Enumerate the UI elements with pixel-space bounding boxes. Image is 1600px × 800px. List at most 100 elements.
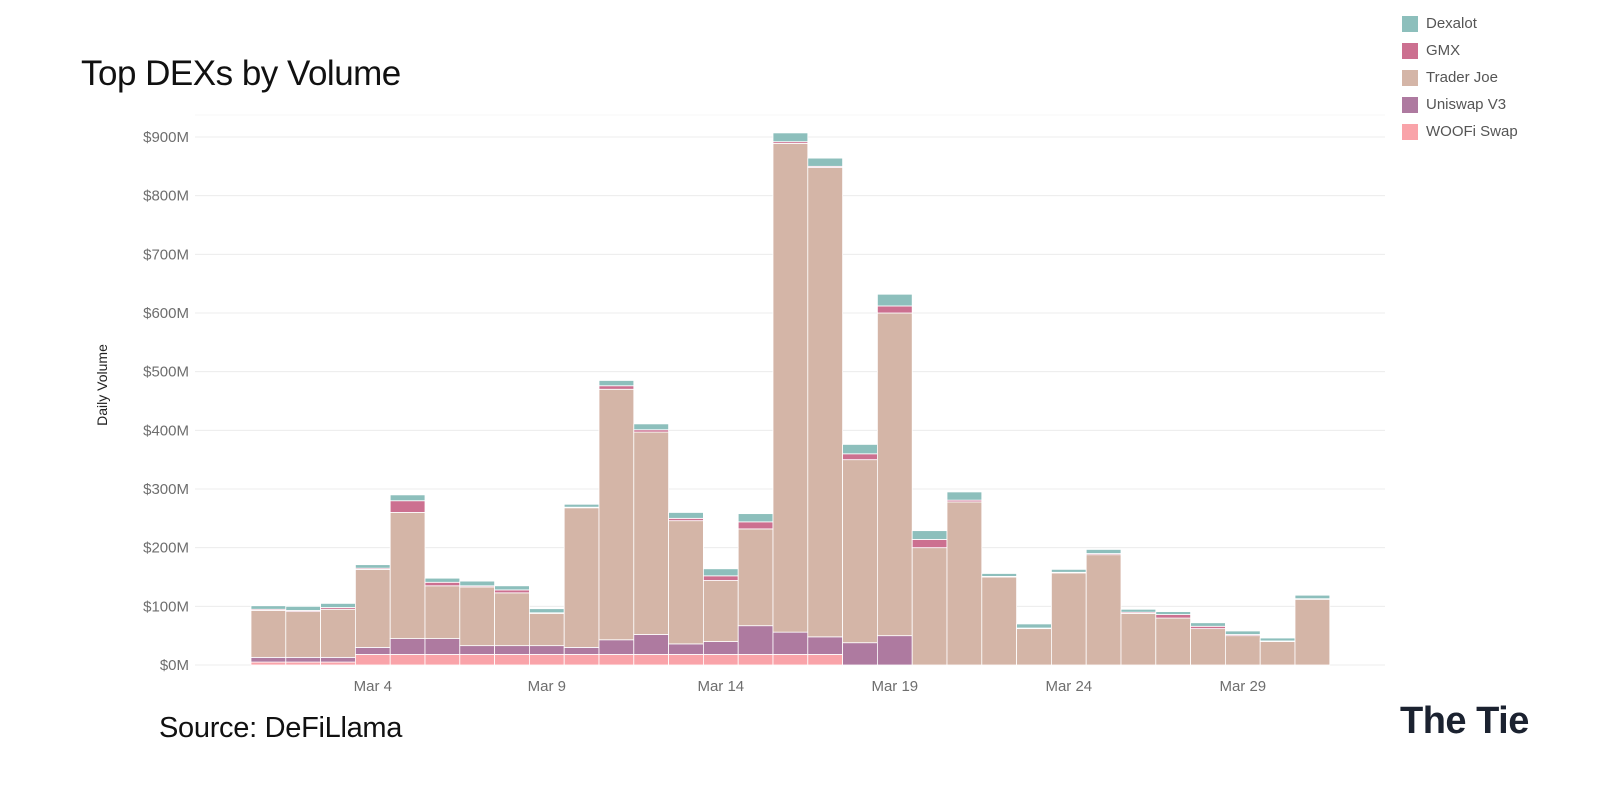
bar-segment: [842, 642, 878, 666]
bar-segment: [389, 494, 426, 502]
bar-segment: [354, 647, 391, 655]
bar-segment: [772, 132, 809, 143]
bar-segment: [320, 661, 356, 666]
bar-segment: [598, 380, 635, 387]
bar-segment: [563, 507, 600, 648]
bar-segment: [1259, 641, 1296, 666]
bar-segment: [389, 638, 426, 655]
bar-segment: [737, 521, 774, 530]
x-tick-label: Mar 19: [871, 678, 918, 695]
bar-segment: [1051, 572, 1087, 666]
legend-label: Trader Joe: [1426, 69, 1498, 86]
legend-swatch: [1402, 15, 1418, 32]
bar-segment: [320, 656, 356, 663]
bar-segment: [842, 459, 878, 644]
bar-segment: [1120, 612, 1157, 666]
legend: Dexalot GMX Trader Joe Uniswap V3 WOOFi Swap: [1402, 10, 1518, 145]
x-tick-label: Mar 4: [354, 678, 392, 695]
bar-segment: [354, 568, 391, 648]
bar-segment: [320, 603, 356, 608]
bar-segment: [459, 654, 495, 666]
bar-segment: [807, 157, 843, 167]
bar-segment: [529, 645, 565, 655]
legend-label: GMX: [1426, 42, 1461, 59]
bar-segment: [1294, 594, 1331, 600]
bar-segment: [389, 654, 426, 666]
x-tick-label: Mar 24: [1045, 678, 1092, 695]
legend-item: Uniswap V3: [1402, 91, 1518, 118]
bar-segment: [668, 512, 704, 519]
bar-segment: [494, 654, 530, 666]
y-axis-label: Daily Volume: [94, 344, 110, 426]
bar-segment: [424, 577, 461, 583]
bar-segment: [807, 167, 843, 638]
bar-segment: [494, 645, 530, 655]
bar-segment: [389, 512, 426, 640]
bar-segment: [842, 444, 878, 455]
legend-label: Dexalot: [1426, 15, 1477, 32]
legend-item: GMX: [1402, 37, 1518, 64]
legend-label: Uniswap V3: [1426, 96, 1507, 113]
bar-segment: [424, 581, 461, 587]
bar-segment: [1016, 628, 1052, 666]
legend-item: Trader Joe: [1402, 64, 1518, 91]
bar-segment: [320, 608, 356, 658]
x-tick-label: Mar 14: [697, 678, 744, 695]
bar-segment: [1259, 637, 1296, 642]
bar-segment: [877, 635, 913, 666]
bar-segment: [285, 656, 321, 663]
bar-segment: [424, 654, 461, 666]
bar-segment: [354, 564, 391, 569]
bar-segment: [1051, 568, 1087, 573]
bar-segment: [1225, 635, 1261, 666]
bar-segment: [529, 612, 565, 647]
bar-segment: [633, 431, 669, 635]
bar-segment: [563, 654, 600, 666]
bar-segment: [1016, 623, 1052, 629]
bar-segment: [1120, 608, 1157, 613]
bar-segment: [250, 656, 287, 663]
legend-item: Dexalot: [1402, 10, 1518, 37]
legend-swatch: [1402, 96, 1418, 113]
bar-segment: [563, 647, 600, 655]
bar-segment: [529, 654, 565, 666]
y-axis: $0M $100M $200M $300M $400M $500M $600M $700M $8…: [143, 129, 189, 674]
y-tick-label: $600M: [143, 305, 189, 322]
y-tick-label: $900M: [143, 129, 189, 146]
bar-segment: [1225, 630, 1261, 635]
bar-segment: [354, 654, 391, 666]
bar-segment: [285, 661, 321, 666]
bar-segment: [737, 513, 774, 523]
bars: [250, 132, 1331, 666]
bar-segment: [459, 586, 495, 647]
bar-segment: [877, 305, 913, 314]
bar-segment: [598, 654, 635, 666]
bar-segment: [250, 610, 287, 658]
bar-segment: [494, 592, 530, 647]
bar-segment: [877, 293, 913, 307]
bar-segment: [877, 312, 913, 637]
source-note: Source: DeFiLlama: [159, 712, 403, 744]
x-tick-label: Mar 29: [1219, 678, 1266, 695]
y-tick-label: $300M: [143, 481, 189, 498]
bar-segment: [424, 585, 461, 639]
bar-segment: [424, 638, 461, 655]
bar-segment: [633, 423, 669, 431]
bar-segment: [772, 143, 809, 633]
bar-segment: [737, 625, 774, 655]
bar-segment: [842, 453, 878, 461]
bar-segment: [807, 636, 843, 655]
y-tick-label: $500M: [143, 364, 189, 381]
bar-segment: [459, 645, 495, 655]
y-tick-label: $100M: [143, 598, 189, 615]
bar-segment: [529, 608, 565, 614]
bar-segment: [737, 528, 774, 627]
bar-segment: [668, 643, 704, 655]
x-tick-label: Mar 9: [528, 678, 566, 695]
bar-segment: [772, 631, 809, 655]
bar-segment: [459, 580, 495, 587]
bar-segment: [598, 388, 635, 641]
bar-segment: [494, 589, 530, 594]
legend-label: WOOFi Swap: [1426, 123, 1518, 140]
